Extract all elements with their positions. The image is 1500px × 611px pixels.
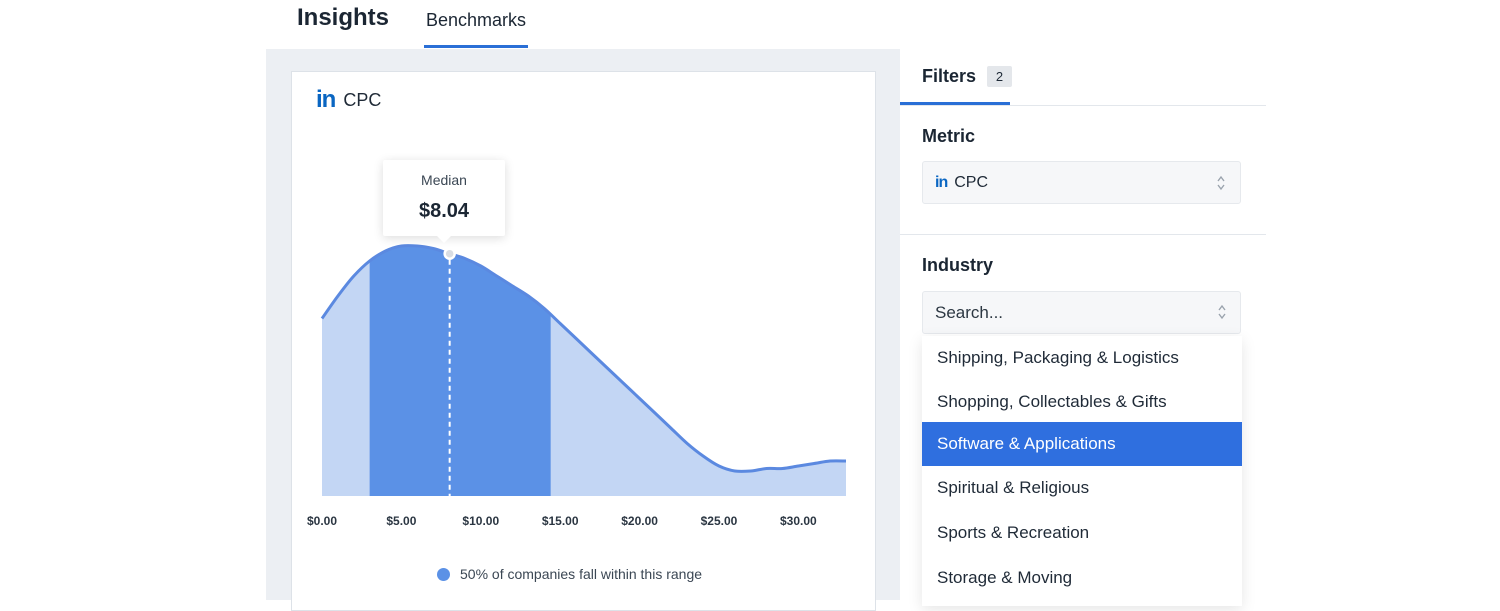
dropdown-option-selected[interactable]: Software & Applications: [922, 422, 1242, 466]
tooltip-value: $8.04: [418, 200, 470, 222]
metric-select-value: in CPC: [935, 174, 988, 192]
divider: [900, 234, 1266, 235]
x-tick-label: $15.00: [542, 514, 579, 528]
median-tooltip: Median $8.04: [383, 160, 505, 243]
tooltip-label: Median: [421, 172, 467, 188]
tab-filters[interactable]: Filters 2: [922, 66, 1013, 87]
top-header: Insights Benchmarks: [0, 0, 1500, 50]
industry-search-input[interactable]: [922, 291, 1241, 334]
x-tick-label: $25.00: [701, 514, 738, 528]
dropdown-option[interactable]: Shipping, Packaging & Logistics: [937, 348, 1179, 367]
legend-dot-icon: [437, 567, 450, 581]
filters-count-badge: 2: [987, 66, 1013, 87]
distribution-chart: $0.00 $5.00 $10.00 $15.00 $20.00 $25.00 $30.00: [307, 244, 847, 528]
middle-50-range-area: [369, 245, 551, 496]
tab-active-indicator: [424, 45, 528, 48]
card-header: in CPC: [316, 86, 381, 114]
x-tick-label: $20.00: [621, 514, 658, 528]
filters-label: Filters: [922, 66, 977, 86]
industry-label: Industry: [922, 255, 994, 275]
x-tick-label: $0.00: [307, 514, 337, 528]
tab-benchmarks[interactable]: Benchmarks: [425, 10, 527, 30]
chart-legend: 50% of companies fall within this range: [437, 566, 702, 582]
legend-text: 50% of companies fall within this range: [460, 566, 703, 582]
filters-tab-indicator: [900, 102, 1010, 105]
divider: [900, 105, 1266, 106]
dropdown-option[interactable]: Storage & Moving: [937, 568, 1073, 587]
dropdown-option[interactable]: Spiritual & Religious: [937, 478, 1090, 497]
metric-select-text: CPC: [954, 174, 988, 191]
sort-arrows-icon: [1217, 175, 1225, 191]
metric-label: Metric: [922, 126, 976, 146]
linkedin-icon: in: [935, 174, 948, 191]
distribution-curve: [320, 244, 847, 473]
x-axis: $0.00 $5.00 $10.00 $15.00 $20.00 $25.00 $30.00: [307, 514, 817, 528]
median-marker[interactable]: [443, 247, 456, 260]
card-title: CPC: [343, 89, 382, 110]
dropdown-option[interactable]: Shopping, Collectables & Gifts: [937, 392, 1167, 411]
dropdown-option[interactable]: Sports & Recreation: [937, 523, 1090, 542]
linkedin-icon: in: [316, 86, 336, 113]
x-tick-label: $5.00: [386, 514, 416, 528]
x-tick-label: $30.00: [780, 514, 817, 528]
metric-select[interactable]: in CPC: [922, 161, 1241, 204]
page-title: Insights: [297, 4, 390, 31]
industry-dropdown: Shipping, Packaging & Logistics Shopping…: [922, 336, 1242, 606]
x-tick-label: $10.00: [462, 514, 499, 528]
